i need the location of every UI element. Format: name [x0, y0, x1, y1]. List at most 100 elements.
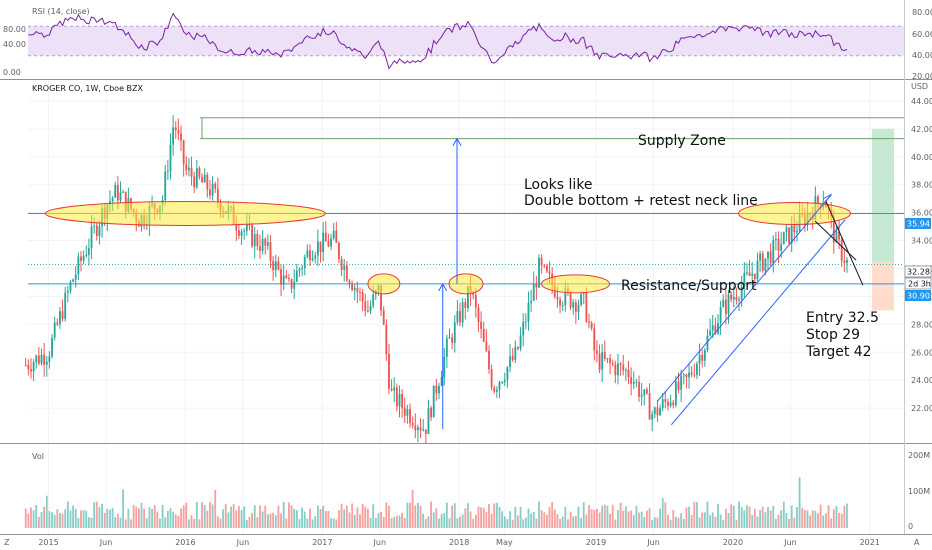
volume-bar — [432, 512, 435, 528]
volume-tick: 0 — [908, 522, 913, 531]
candle-body — [388, 353, 390, 389]
rsi-left-tick: 80.00 — [3, 25, 26, 34]
supply-zone-label: Supply Zone — [638, 133, 726, 149]
volume-bar — [590, 509, 593, 528]
volume-bar — [195, 501, 198, 528]
volume-bar — [172, 511, 175, 528]
volume-bar — [564, 506, 567, 528]
volume-bar — [335, 519, 338, 528]
time-axis[interactable]: 2015 Jun 2016 Jun 2017 Jun 2018 May 2019 Jun 2020 J… — [38, 538, 880, 547]
volume-bar — [122, 489, 125, 528]
candle-body — [340, 259, 343, 270]
candle-body — [667, 401, 669, 406]
candle-body — [403, 407, 406, 416]
volume-bar — [137, 508, 140, 528]
volume-bar — [380, 511, 382, 528]
candle-body — [53, 322, 56, 338]
volume-bar — [474, 514, 477, 528]
volume-bar — [598, 512, 601, 528]
candle-body — [635, 381, 638, 383]
candle-body — [564, 288, 567, 306]
candle-body — [95, 225, 98, 236]
volume-bar — [266, 514, 269, 528]
candle-body — [303, 257, 306, 268]
candle-body — [490, 369, 493, 388]
candle-body — [37, 355, 40, 364]
volume-bar — [161, 504, 164, 528]
volume-bar — [40, 512, 43, 528]
volume-bar — [327, 511, 330, 528]
candle-body — [585, 292, 588, 322]
volume-bar — [619, 502, 622, 528]
candle-body — [593, 328, 596, 351]
volume-bar — [424, 518, 427, 528]
candle-body — [385, 324, 388, 354]
auto-scale-button[interactable]: A — [914, 538, 920, 547]
candle-body — [72, 279, 75, 282]
time-tick-label: 2016 — [175, 538, 195, 547]
volume-bar — [227, 512, 230, 528]
volume-bar — [835, 506, 838, 528]
volume-bar — [395, 515, 398, 528]
candle-body — [843, 260, 846, 264]
volume-bar — [388, 505, 390, 528]
volume-bar — [390, 518, 393, 528]
candle-body — [190, 167, 193, 177]
candle-body — [796, 231, 798, 233]
volume-bar — [609, 514, 611, 528]
candle-body — [609, 358, 611, 364]
volume-bar — [306, 518, 309, 528]
volume-bar — [164, 517, 167, 528]
candle-body — [335, 230, 338, 243]
candle-body — [122, 191, 125, 193]
highlight-ellipse — [367, 273, 401, 295]
volume-bar — [119, 517, 122, 528]
volume-bar — [790, 505, 793, 528]
candle-body — [538, 257, 540, 288]
volume-bar — [459, 516, 461, 528]
volume-bar — [245, 519, 248, 528]
volume-bar — [293, 508, 296, 528]
candle-body — [353, 288, 356, 291]
volume-bar — [66, 501, 69, 528]
volume-bar — [751, 515, 754, 528]
candle-body — [398, 394, 401, 407]
volume-bar — [211, 504, 214, 528]
volume-bar — [832, 509, 835, 528]
volume-bar — [698, 517, 701, 528]
volume-bar — [180, 508, 182, 528]
candle-body — [427, 407, 430, 434]
candle-body — [530, 300, 533, 303]
volume-bar — [748, 506, 751, 528]
volume-bar — [253, 505, 256, 528]
volume-bar — [359, 514, 361, 528]
volume-bar — [582, 502, 585, 528]
candle-body — [732, 296, 735, 300]
candle-body — [90, 226, 93, 249]
volume-bar — [27, 513, 30, 528]
candle-body — [706, 335, 709, 350]
volume-bar — [761, 506, 764, 528]
volume-bar — [61, 513, 64, 528]
volume-bar — [843, 505, 846, 528]
candle-body — [643, 389, 646, 395]
volume-bar — [82, 510, 85, 528]
volume-bar — [109, 509, 111, 528]
volume-bar — [353, 514, 356, 528]
volume-bar — [361, 503, 364, 528]
volume-bar — [585, 514, 588, 528]
candle-body — [677, 381, 680, 390]
candle-body — [401, 394, 404, 408]
volume-bar — [809, 515, 812, 528]
candle-body — [540, 257, 543, 266]
volume-bar — [290, 505, 293, 528]
volume-bar — [298, 519, 301, 528]
candle-body — [735, 296, 738, 301]
rsi-right-tick: 60.00 — [912, 30, 932, 39]
volume-bar — [730, 504, 733, 528]
timezone-button[interactable]: Z — [4, 538, 10, 547]
volume-bar — [430, 501, 433, 528]
candle-body — [751, 273, 754, 276]
candle-body — [680, 375, 683, 390]
